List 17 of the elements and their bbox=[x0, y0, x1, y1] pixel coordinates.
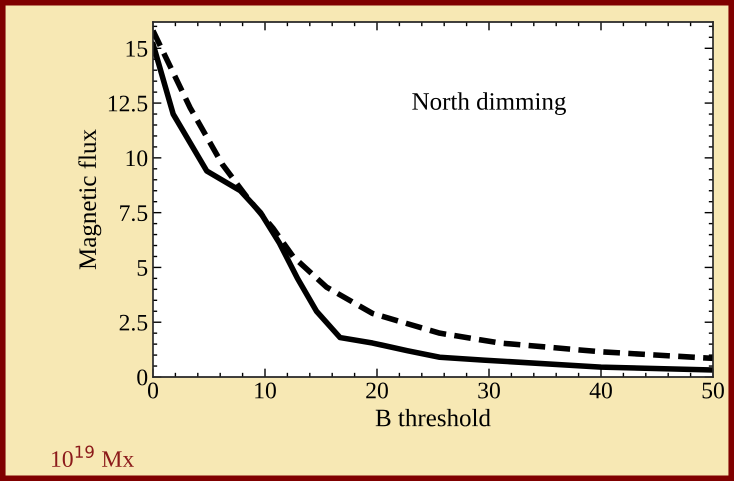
x-tick-label: 0 bbox=[148, 382, 158, 398]
y-tick-label: 12.5 bbox=[108, 96, 148, 112]
y-tick-label: 5 bbox=[138, 260, 148, 276]
x-tick-label: 30 bbox=[478, 382, 500, 398]
x-tick-label: 50 bbox=[702, 382, 724, 398]
x-axis-title: B threshold bbox=[376, 408, 491, 426]
y-tick-label: 2.5 bbox=[120, 314, 148, 331]
x-tick-label: 20 bbox=[366, 382, 388, 398]
x-tick-label: 40 bbox=[590, 382, 612, 398]
y-tick-label: 7.5 bbox=[120, 205, 148, 222]
y-tick-label: 10 bbox=[126, 150, 148, 166]
y-tick-label: 15 bbox=[126, 40, 148, 57]
text: 10$^{19}$ Mx bbox=[52, 445, 134, 468]
annotation: North dimming bbox=[412, 92, 566, 116]
y-tick-label: 0 bbox=[137, 369, 148, 386]
x-tick-label: 10 bbox=[255, 382, 276, 398]
y-axis-title: Magnetic flux bbox=[78, 129, 102, 270]
